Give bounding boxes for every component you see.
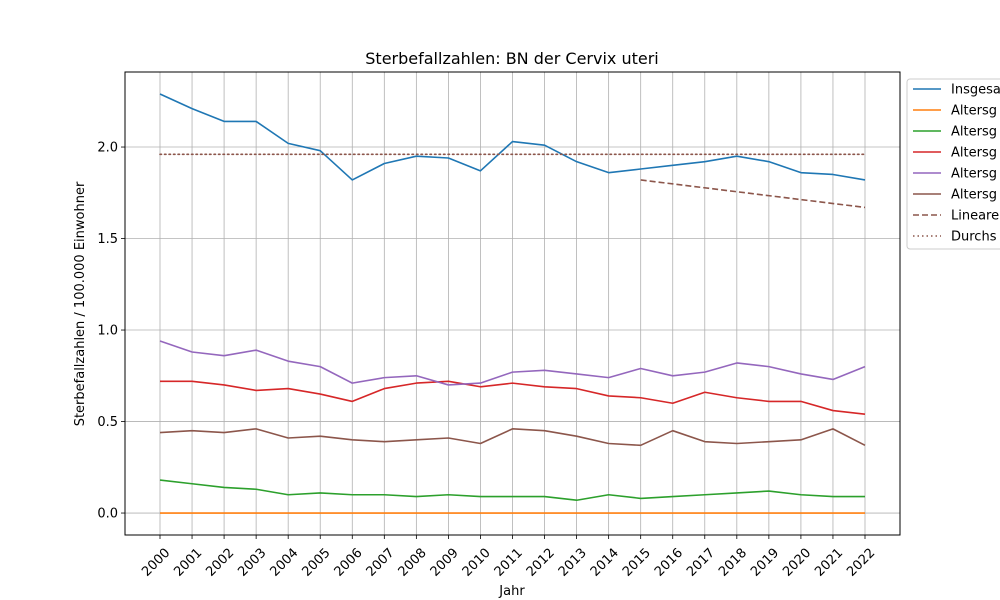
legend-items: Insgesa Altersg Altersg Altersg Altersg Alter…	[913, 83, 1000, 245]
y-axis-title: Sterbefallzahlen / 100.000 Einwohner	[73, 181, 88, 426]
legend: Insgesa Altersg Altersg Altersg Altersg Alter…	[906, 78, 1000, 250]
y-tick-label: 1.5	[97, 232, 118, 247]
legend-label: Lineare	[951, 209, 999, 224]
legend-box	[906, 78, 1000, 250]
y-axis-ticks: 0.0 0.5 1.0 1.5 2.0	[97, 141, 125, 522]
legend-label: Altersg	[951, 188, 997, 203]
series-line-3	[159, 479, 865, 502]
chart-title: Sterbefallzahlen: BN der Cervix uteri	[365, 49, 658, 68]
series-line-4	[160, 380, 866, 416]
legend-label: Altersg	[951, 125, 997, 140]
legend-label: Altersg	[951, 146, 997, 161]
legend-label: Durchs	[951, 230, 997, 245]
series-line-5	[159, 340, 866, 386]
series-line-1	[159, 93, 866, 181]
x-axis-title: Jahr	[498, 584, 525, 599]
grid-lines	[125, 72, 900, 535]
y-tick-label: 0.5	[97, 415, 118, 430]
series-line-7	[640, 179, 866, 209]
legend-label: Insgesa	[951, 83, 1000, 98]
y-tick-label: 0.0	[97, 507, 118, 522]
y-tick-label: 2.0	[97, 141, 118, 156]
series-line-6	[159, 428, 866, 447]
legend-label: Altersg	[951, 167, 997, 182]
y-tick-label: 1.0	[97, 324, 118, 339]
series-lines	[159, 93, 866, 514]
legend-label: Altersg	[951, 104, 997, 119]
